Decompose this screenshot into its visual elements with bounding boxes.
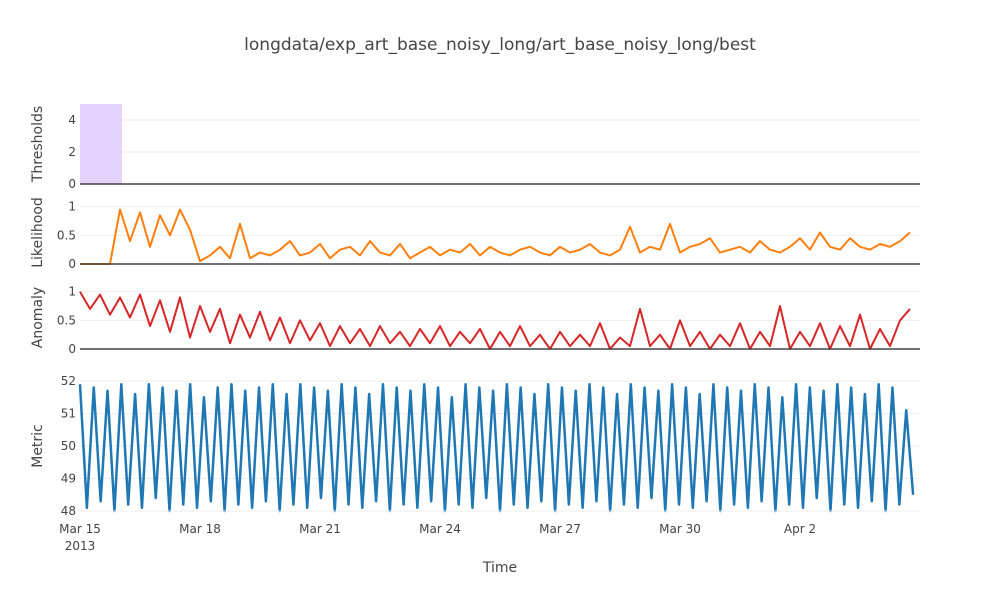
anomaly-ytick-label: 0.5	[57, 313, 76, 327]
metric-series-line	[80, 384, 913, 511]
likelihood-axis-title: Likelihood	[30, 197, 46, 268]
anomaly-axis-title: Anomaly	[30, 287, 46, 348]
x-tick-label: Apr 2	[784, 522, 816, 536]
thresholds-ytick-label: 0	[68, 177, 76, 191]
x-tick-label: Mar 18	[179, 522, 221, 536]
x-tick-label: Mar 30	[659, 522, 701, 536]
x-tick-label: Mar 27	[539, 522, 581, 536]
metric-ytick-label: 48	[61, 504, 76, 518]
x-tick-label: Mar 21	[299, 522, 341, 536]
thresholds-axis-title: Thresholds	[30, 106, 46, 183]
anomaly-ytick-label: 1	[68, 285, 76, 299]
metric-ytick-label: 50	[61, 439, 76, 453]
x-tick-year-label: 2013	[65, 539, 96, 553]
metric-ytick-label: 51	[61, 407, 76, 421]
x-tick-label: Mar 24	[419, 522, 461, 536]
thresholds-ytick-label: 2	[68, 145, 76, 159]
likelihood-ytick-label: 0	[68, 257, 76, 271]
metric-ytick-label: 52	[61, 374, 76, 388]
likelihood-ytick-label: 0.5	[57, 228, 76, 242]
x-axis-label: Time	[482, 560, 517, 576]
likelihood-series-line	[80, 210, 910, 264]
metric-ytick-label: 49	[61, 472, 76, 486]
chart-title: longdata/exp_art_base_noisy_long/art_bas…	[244, 35, 756, 55]
anomaly-ytick-label: 0	[68, 342, 76, 356]
metric-axis-title: Metric	[30, 424, 46, 468]
thresholds-ytick-label: 4	[68, 113, 76, 127]
likelihood-ytick-label: 1	[68, 200, 76, 214]
x-tick-label: Mar 15	[59, 522, 101, 536]
thresholds-threshold-area	[80, 104, 122, 184]
